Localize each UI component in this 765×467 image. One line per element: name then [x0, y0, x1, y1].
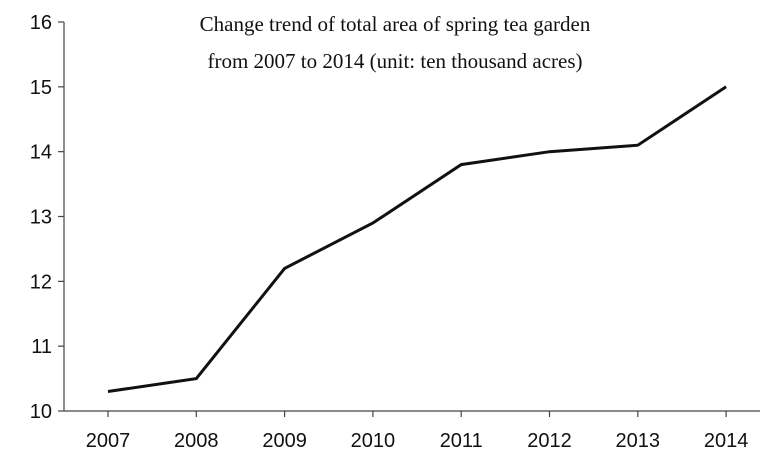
y-tick-label: 10	[30, 401, 52, 423]
y-tick-label: 11	[31, 336, 52, 358]
x-tick-label: 2013	[616, 430, 661, 452]
y-tick-label: 15	[30, 77, 52, 99]
x-tick-label: 2008	[174, 430, 219, 452]
x-tick-label: 2011	[440, 430, 483, 452]
series-layer	[107, 85, 727, 393]
axes	[58, 21, 760, 417]
y-tick-label: 14	[30, 142, 52, 164]
chart-title: Change trend of total area of spring tea…	[200, 12, 591, 36]
tick-labels: 10 11 12 13 14 15 16 2007 2008 2009 2010 2011 2012 20…	[30, 12, 749, 452]
y-tick-label: 16	[30, 12, 52, 34]
x-tick-label: 2012	[527, 430, 572, 452]
x-tick-label: 2007	[86, 430, 131, 452]
series-line	[107, 85, 727, 393]
y-tick-label: 12	[30, 271, 52, 293]
y-tick-label: 13	[30, 207, 52, 229]
x-tick-label: 2014	[704, 430, 749, 452]
x-tick-label: 2009	[262, 430, 307, 452]
chart-subtitle: from 2007 to 2014 (unit: ten thousand ac…	[207, 49, 582, 73]
x-tick-label: 2010	[351, 430, 396, 452]
